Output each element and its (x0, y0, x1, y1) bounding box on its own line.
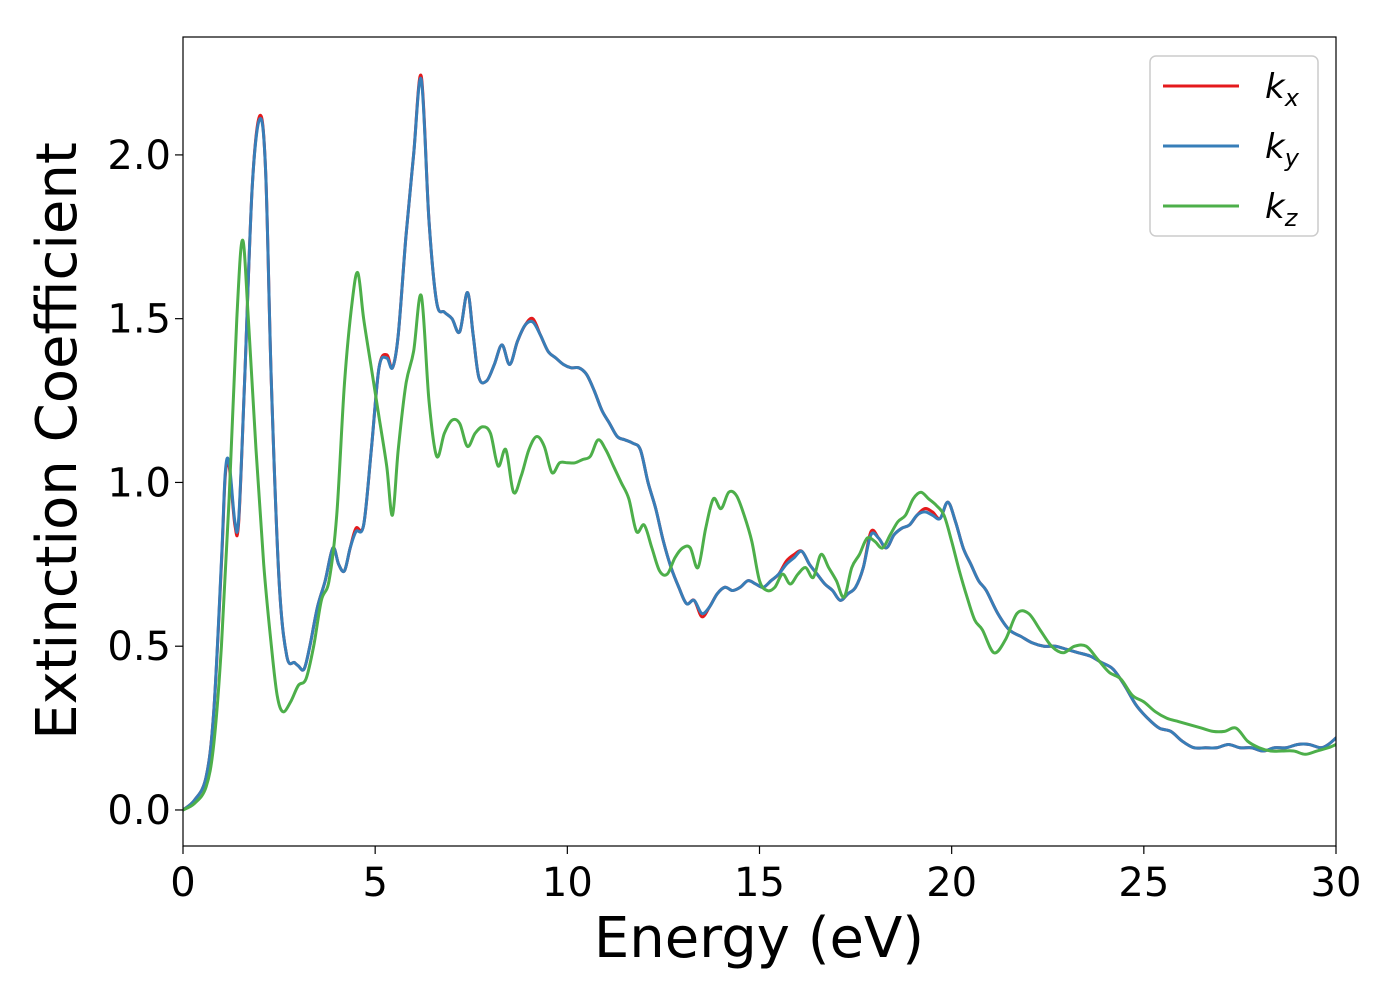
legend-label-ky: ky (1265, 127, 1300, 172)
x-tick-label: 20 (926, 860, 977, 906)
series-line-ky (183, 76, 1336, 812)
x-tick-label: 15 (734, 860, 785, 906)
x-tick-label: 5 (362, 860, 387, 906)
x-axis: 0 5 10 15 20 25 30 (170, 846, 1361, 906)
y-axis-title: Extinction Coefficient (25, 142, 90, 740)
x-tick-label: 0 (170, 860, 195, 906)
series-line-kz (183, 238, 1336, 812)
legend-label-base: k (1265, 67, 1286, 107)
legend-label-kz: kz (1265, 187, 1299, 232)
legend-label-subscript: z (1284, 204, 1299, 232)
y-tick-label: 0.0 (107, 788, 171, 834)
y-tick-label: 1.5 (107, 297, 171, 343)
x-tick-label: 30 (1311, 860, 1362, 906)
legend-label-kx: kx (1265, 67, 1300, 112)
legend-label-base: k (1265, 127, 1286, 167)
y-axis: 0.0 0.5 1.0 1.5 2.0 (107, 133, 183, 834)
x-tick-label: 10 (542, 860, 593, 906)
x-tick-label: 25 (1118, 860, 1169, 906)
legend-label-subscript: y (1284, 144, 1300, 172)
y-tick-label: 2.0 (107, 133, 171, 179)
legend-label-subscript: x (1284, 84, 1300, 112)
x-axis-title: Energy (eV) (594, 906, 924, 971)
y-tick-label: 0.5 (107, 624, 171, 670)
series-layer (183, 73, 1336, 812)
y-tick-label: 1.0 (107, 460, 171, 506)
legend-label-base: k (1265, 187, 1286, 227)
